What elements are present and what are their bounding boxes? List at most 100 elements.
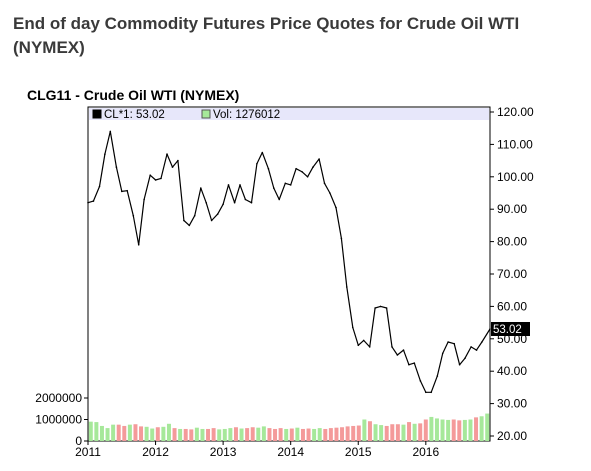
volume-bar [155,427,160,441]
volume-bar [94,422,99,441]
volume-bar [418,423,423,441]
volume-bar [340,427,345,441]
x-tick-label: 2016 [412,445,439,459]
volume-bar [88,421,93,441]
volume-bar [317,428,322,441]
price-point [284,182,287,185]
price-point [470,346,472,348]
volume-bar [407,422,412,441]
price-point [312,166,314,168]
price-point [109,130,112,133]
price-point [222,203,224,206]
price-tick-label: 20.00 [497,429,527,443]
volume-bar [111,424,116,441]
volume-bar [479,416,484,441]
volume-bar [485,413,490,441]
price-point [335,206,337,209]
volume-bar [122,425,127,441]
price-point [149,174,151,176]
volume-bar [105,428,110,441]
x-tick-label: 2015 [345,445,372,459]
volume-tick-label: 2000000 [35,391,82,405]
volume-bar [245,428,250,441]
volume-bar [144,426,149,441]
price-tick-label: 40.00 [497,364,527,378]
price-point [200,187,202,189]
price-point [362,339,365,342]
price-tick-label: 80.00 [497,235,527,249]
price-point [177,159,179,162]
volume-bar [150,428,155,441]
price-point [267,167,270,170]
price-point [396,354,399,356]
x-tick-label: 2014 [277,445,304,459]
price-line [87,130,491,393]
volume-bar [278,428,283,441]
volume-bar [384,425,389,441]
volume-bar [127,424,132,441]
price-point [295,167,297,170]
volume-bar [211,428,216,441]
volume-bar [356,425,361,441]
price-tick-label: 100.00 [497,170,534,184]
last-price-label: 53.02 [493,324,522,336]
volume-bar [300,428,305,441]
volume-bar [312,428,317,441]
price-point [391,346,393,348]
volume-bar [172,428,177,441]
volume-bar [178,428,183,441]
price-point [104,153,106,155]
price-point [205,201,207,204]
price-point [464,357,466,360]
price-point [137,244,140,246]
volume-bar [373,424,378,441]
volume-bar [233,427,238,441]
price-point [183,219,185,222]
price-point [154,179,157,181]
price-point [436,375,439,377]
price-legend-swatch [92,109,102,119]
volume-bar [440,419,445,441]
price-point [92,200,95,202]
price-point [318,158,320,160]
price-point [453,342,456,345]
volume-bar [261,426,266,441]
volume-legend-swatch [201,109,211,119]
price-point [216,213,219,215]
volume-bar [194,427,199,441]
volume-bar [306,428,311,441]
price-point [301,171,304,173]
price-point [458,363,461,366]
price-point [278,198,281,201]
volume-bar [412,423,417,441]
page-heading: End of day Commodity Futures Price Quote… [13,14,520,57]
price-point [306,176,309,178]
price-tick-label: 30.00 [497,397,527,411]
chart-title: CLG11 - Crude Oil WTI (NYMEX) [27,87,240,103]
price-point [430,391,433,394]
price-point [132,214,135,217]
x-tick-label: 2011 [75,445,101,459]
volume-bar [434,418,439,441]
volume-bar [446,419,451,441]
price-point [425,391,427,394]
volume-tick-label: 0 [75,434,82,448]
volume-bar [328,428,333,441]
volume-bar [99,425,104,441]
price-point [193,214,196,217]
price-point [166,153,168,155]
volume-bar [222,428,227,441]
volume-bar [256,427,261,441]
price-point [441,352,444,355]
volume-bar [462,419,467,441]
price-point [346,286,348,288]
price-point [143,198,145,201]
volume-bar [429,416,434,441]
price-point [87,201,89,204]
volume-bar [379,425,384,441]
volume-bar [351,425,356,441]
price-point [250,201,253,204]
volume-bar [166,423,171,441]
price-tick-label: 90.00 [497,202,527,216]
